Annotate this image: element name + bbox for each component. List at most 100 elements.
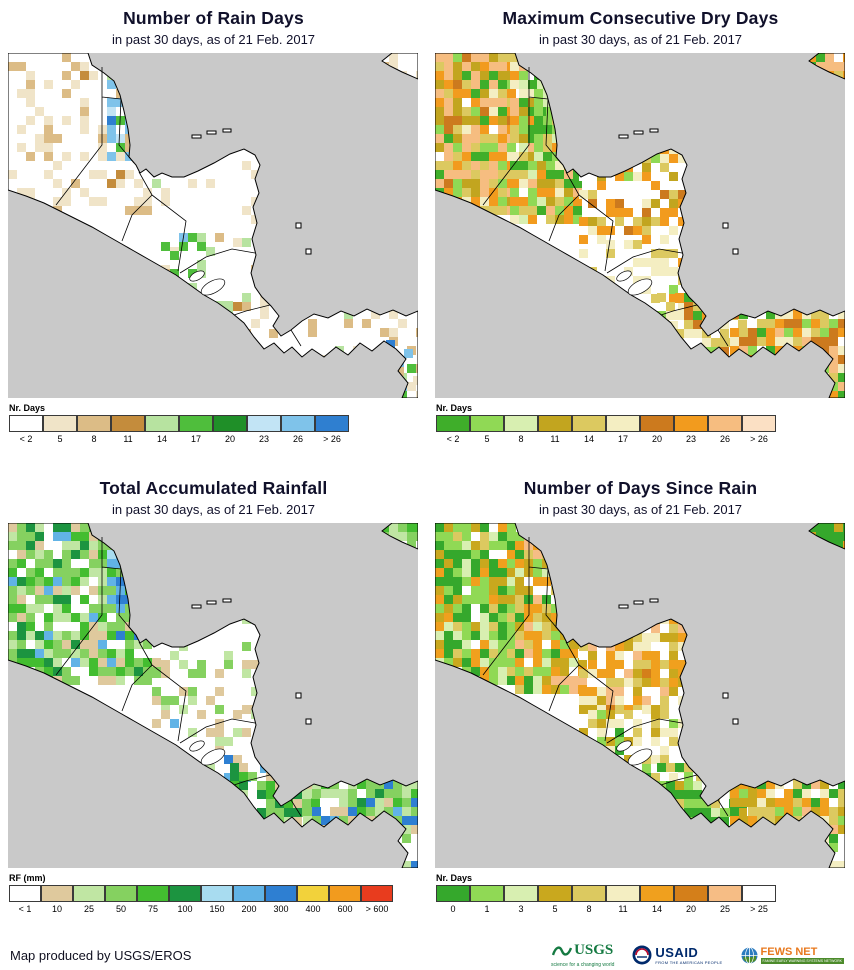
legend-swatch	[538, 885, 572, 902]
legend-tick: 10	[51, 904, 62, 914]
legend-bar	[9, 415, 427, 432]
legend-tick: 20	[224, 434, 235, 444]
legend-swatch	[742, 885, 776, 902]
panel-days-since-rain: Number of Days Since Rain in past 30 day…	[427, 470, 854, 940]
legend-swatch	[265, 885, 297, 902]
legend-tick: 23	[258, 434, 269, 444]
legend-ticks: 0 1 3 5 8 11 14 20 25 > 25	[436, 904, 854, 914]
legend-title: RF (mm)	[9, 873, 46, 883]
panel-title: Number of Days Since Rain	[523, 478, 758, 498]
legend-tick: 200	[241, 904, 257, 914]
legend-tick: 11	[550, 434, 560, 444]
footer-logos: USGS science for a changing world USAID …	[551, 942, 844, 968]
legend-swatch	[43, 415, 77, 432]
legend-tick: 14	[583, 434, 594, 444]
map-days-since-rain	[435, 523, 845, 868]
legend-swatch	[470, 885, 504, 902]
usgs-wordmark: USGS	[574, 942, 614, 958]
legend-tick: 3	[518, 904, 524, 914]
legend-swatch	[436, 885, 470, 902]
legend-tick: 23	[685, 434, 696, 444]
panel-subtitle: in past 30 days, as of 21 Feb. 2017	[538, 32, 743, 47]
map-total-rainfall	[8, 523, 418, 868]
legend-tick: < 2	[446, 434, 460, 444]
legend-swatch	[281, 415, 315, 432]
legend-swatch	[73, 885, 105, 902]
legend-tick: 150	[209, 904, 225, 914]
legend-bar	[9, 885, 427, 902]
legend-swatch	[708, 415, 742, 432]
legend-rain-days: Nr. Days < 2 5 8 11 14 17 20 23 26 > 26	[9, 403, 427, 444]
map-max-dry-days	[435, 53, 845, 398]
legend-swatch	[674, 415, 708, 432]
legend-title: Nr. Days	[436, 403, 473, 413]
legend-swatch	[329, 885, 361, 902]
legend-tick: 600	[337, 904, 353, 914]
fewsnet-logo: FEWS NET FAMINE EARLY WARNING SYSTEMS NE…	[741, 946, 844, 964]
legend-swatch	[504, 415, 538, 432]
footer: Map produced by USGS/EROS USGS science f…	[0, 940, 854, 970]
map-rain-days	[8, 53, 418, 398]
legend-swatch	[137, 885, 169, 902]
legend-swatch	[233, 885, 265, 902]
legend-swatch	[169, 885, 201, 902]
legend-swatch	[213, 415, 247, 432]
legend-bar	[436, 415, 854, 432]
legend-swatch	[674, 885, 708, 902]
panel-title: Number of Rain Days	[123, 8, 304, 28]
legend-tick: 8	[586, 904, 592, 914]
legend-tick: 11	[123, 434, 133, 444]
legend-bar	[436, 885, 854, 902]
legend-tick: 50	[115, 904, 126, 914]
legend-tick: 400	[305, 904, 321, 914]
legend-tick: 75	[147, 904, 158, 914]
legend-swatch	[504, 885, 538, 902]
usgs-wave-icon	[552, 945, 573, 956]
legend-swatch	[41, 885, 73, 902]
legend-swatch	[9, 415, 43, 432]
legend-title: Nr. Days	[9, 403, 46, 413]
legend-swatch	[77, 415, 111, 432]
fewsnet-globe-icon	[741, 946, 758, 964]
legend-tick: 1	[484, 904, 490, 914]
legend-swatch	[315, 415, 349, 432]
legend-tick: 14	[651, 904, 662, 914]
panel-subtitle: in past 30 days, as of 21 Feb. 2017	[111, 502, 316, 517]
legend-swatch	[436, 415, 470, 432]
legend-tick: 17	[190, 434, 201, 444]
panel-title: Total Accumulated Rainfall	[99, 478, 328, 498]
panel-total-rainfall: Total Accumulated Rainfall in past 30 da…	[0, 470, 427, 940]
legend-tick: 100	[177, 904, 193, 914]
legend-tick: 5	[484, 434, 490, 444]
legend-swatch	[640, 885, 674, 902]
legend-title: Nr. Days	[436, 873, 473, 883]
legend-tick: 5	[57, 434, 63, 444]
legend-tick: < 1	[18, 904, 32, 914]
legend-tick: > 25	[750, 904, 768, 914]
legend-swatch	[640, 415, 674, 432]
legend-swatch	[145, 415, 179, 432]
legend-swatch	[538, 415, 572, 432]
usaid-wordmark: USAID	[655, 945, 699, 960]
usaid-tagline: FROM THE AMERICAN PEOPLE	[655, 960, 723, 965]
legend-tick: 20	[685, 904, 696, 914]
legend-tick: 0	[450, 904, 456, 914]
legend-tick: 11	[618, 904, 628, 914]
map-grid: Number of Rain Days in past 30 days, as …	[0, 0, 854, 940]
map-credit: Map produced by USGS/EROS	[10, 947, 192, 963]
legend-tick: 20	[651, 434, 662, 444]
panel-subtitle: in past 30 days, as of 21 Feb. 2017	[111, 32, 316, 47]
legend-swatch	[572, 885, 606, 902]
panel-max-dry-days: Maximum Consecutive Dry Days in past 30 …	[427, 0, 854, 470]
fewsnet-tagline: FAMINE EARLY WARNING SYSTEMS NETWORK	[760, 958, 844, 964]
legend-swatch	[9, 885, 41, 902]
panel-title: Maximum Consecutive Dry Days	[502, 8, 779, 28]
legend-max-dry-days: Nr. Days < 2 5 8 11 14 17 20 23 26 > 26	[436, 403, 854, 444]
legend-tick: 8	[518, 434, 524, 444]
usgs-tagline: science for a changing world	[551, 962, 615, 968]
legend-tick: > 26	[750, 434, 768, 444]
legend-tick: > 26	[323, 434, 341, 444]
legend-ticks: < 1 10 25 50 75 100 150 200 300 400 600 > 600	[9, 904, 427, 914]
usgs-logo: USGS science for a changing world	[551, 942, 614, 968]
legend-tick: > 600	[365, 904, 389, 914]
